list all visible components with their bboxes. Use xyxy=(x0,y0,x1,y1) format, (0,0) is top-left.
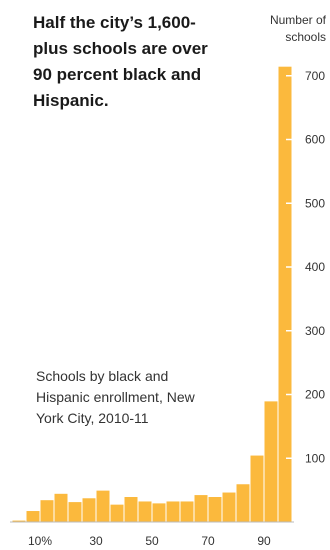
histogram-bar xyxy=(249,454,265,523)
histogram-bar xyxy=(263,400,279,523)
histogram-bar xyxy=(235,483,251,523)
histogram-bar xyxy=(221,491,237,523)
histogram-bar xyxy=(277,65,293,523)
x-tick-label: 70 xyxy=(201,534,215,548)
x-tick-label: 50 xyxy=(145,534,159,548)
histogram-bar xyxy=(81,497,97,523)
y-tick-label: 700 xyxy=(305,69,325,83)
x-tick-label: 10% xyxy=(28,534,52,548)
y-tick-label: 500 xyxy=(305,196,325,210)
histogram-bar xyxy=(109,503,125,523)
histogram-bar xyxy=(179,500,195,523)
y-tick-label: 100 xyxy=(305,451,325,465)
histogram-bar xyxy=(53,492,69,523)
y-axis-label-line: schools xyxy=(285,30,326,44)
y-tick-label: 300 xyxy=(305,324,325,338)
y-axis-label: Number of schools xyxy=(246,12,326,46)
histogram-bar xyxy=(193,494,209,523)
histogram-bar xyxy=(165,500,181,523)
histogram-bar xyxy=(151,502,167,523)
histogram-bar xyxy=(25,510,41,523)
histogram-bar xyxy=(95,489,111,523)
headline: Half the city’s 1,600-plus schools are o… xyxy=(33,13,208,110)
histogram-bar xyxy=(67,501,83,523)
histogram-bar xyxy=(123,496,139,523)
y-tick-label: 200 xyxy=(305,388,325,402)
y-tick-label: 400 xyxy=(305,260,325,274)
histogram-bar xyxy=(207,496,223,523)
x-tick-label: 30 xyxy=(89,534,103,548)
chart-subtitle: Schools by black and Hispanic enrollment… xyxy=(36,368,195,426)
y-axis-label-line: Number of xyxy=(269,13,326,27)
histogram-bar xyxy=(39,499,55,523)
x-tick-label: 90 xyxy=(257,534,271,548)
histogram-bar xyxy=(137,500,153,523)
y-tick-label: 600 xyxy=(305,133,325,147)
